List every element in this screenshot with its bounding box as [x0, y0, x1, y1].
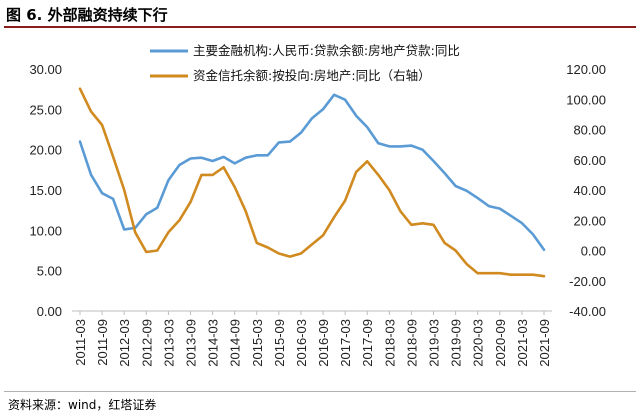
x-tick-label: 2011-09: [95, 319, 110, 366]
right-tick-label: 100.00: [566, 92, 606, 107]
x-tick-label: 2019-09: [449, 319, 464, 367]
right-tick-label: 40.00: [573, 183, 606, 198]
x-tick-label: 2018-03: [382, 319, 397, 367]
left-tick-label: 20.00: [29, 143, 62, 158]
x-tick-label: 2013-09: [183, 319, 198, 367]
x-tick-label: 2017-09: [360, 319, 375, 367]
x-tick-label: 2015-09: [272, 319, 287, 367]
series-line-2: [78, 87, 546, 278]
x-tick-label: 2016-03: [294, 319, 309, 367]
x-tick-label: 2012-09: [139, 319, 154, 367]
right-tick-label: 60.00: [573, 153, 606, 168]
left-tick-label: 10.00: [29, 223, 62, 238]
figure-title: 图 6. 外部融资持续下行: [6, 6, 168, 24]
x-axis-ticks: 2011-03 2011-09 2012-03 2012-09 2013-03 2013-…: [73, 311, 552, 367]
right-tick-label: 120.00: [566, 62, 606, 77]
source-note: 资料来源：wind，红塔证券: [8, 398, 157, 412]
right-tick-label: -20.00: [569, 274, 606, 289]
chart-legend: 主要金融机构:人民币:贷款余额:房地产贷款:同比 资金信托余额:按投向:房地产:…: [150, 43, 460, 83]
x-tick-label: 2014-09: [228, 319, 243, 367]
right-tick-label: 20.00: [573, 213, 606, 228]
legend-label-series1: 主要金融机构:人民币:贷款余额:房地产贷款:同比: [193, 43, 460, 58]
left-tick-label: 30.00: [29, 62, 62, 77]
x-tick-label: 2018-09: [404, 319, 419, 367]
x-tick-label: 2014-03: [206, 319, 221, 367]
x-tick-label: 2020-09: [493, 319, 508, 367]
x-tick-label: 2021-03: [515, 319, 530, 367]
x-tick-label: 2013-03: [161, 319, 176, 367]
x-tick-label: 2015-03: [250, 319, 265, 367]
left-tick-label: 0.00: [37, 304, 62, 319]
left-tick-label: 25.00: [29, 102, 62, 117]
x-tick-label: 2019-03: [427, 319, 442, 367]
x-tick-label: 2021-09: [537, 319, 552, 367]
x-tick-label: 2011-03: [73, 319, 88, 366]
right-tick-label: -40.00: [569, 304, 606, 319]
series-lines: [78, 87, 546, 278]
left-axis-ticks: 0.00 5.00 10.00 15.00 20.00 25.00 30.00: [29, 62, 62, 319]
x-tick-label: 2012-03: [117, 319, 132, 367]
legend-label-series2: 资金信托余额:按投向:房地产:同比（右轴）: [193, 68, 431, 83]
left-tick-label: 5.00: [37, 264, 62, 279]
right-tick-label: 80.00: [573, 123, 606, 138]
title-divider: [4, 26, 636, 28]
x-tick-label: 2017-03: [338, 319, 353, 367]
x-tick-label: 2020-03: [471, 319, 486, 367]
footer-divider: [4, 391, 636, 392]
right-axis-ticks: -40.00 -20.00 0.00 20.00 40.00 60.00 80.00 100.…: [566, 62, 606, 319]
right-tick-label: 0.00: [581, 244, 606, 259]
left-tick-label: 15.00: [29, 183, 62, 198]
x-tick-label: 2016-09: [316, 319, 331, 367]
series-line-1: [78, 93, 546, 251]
